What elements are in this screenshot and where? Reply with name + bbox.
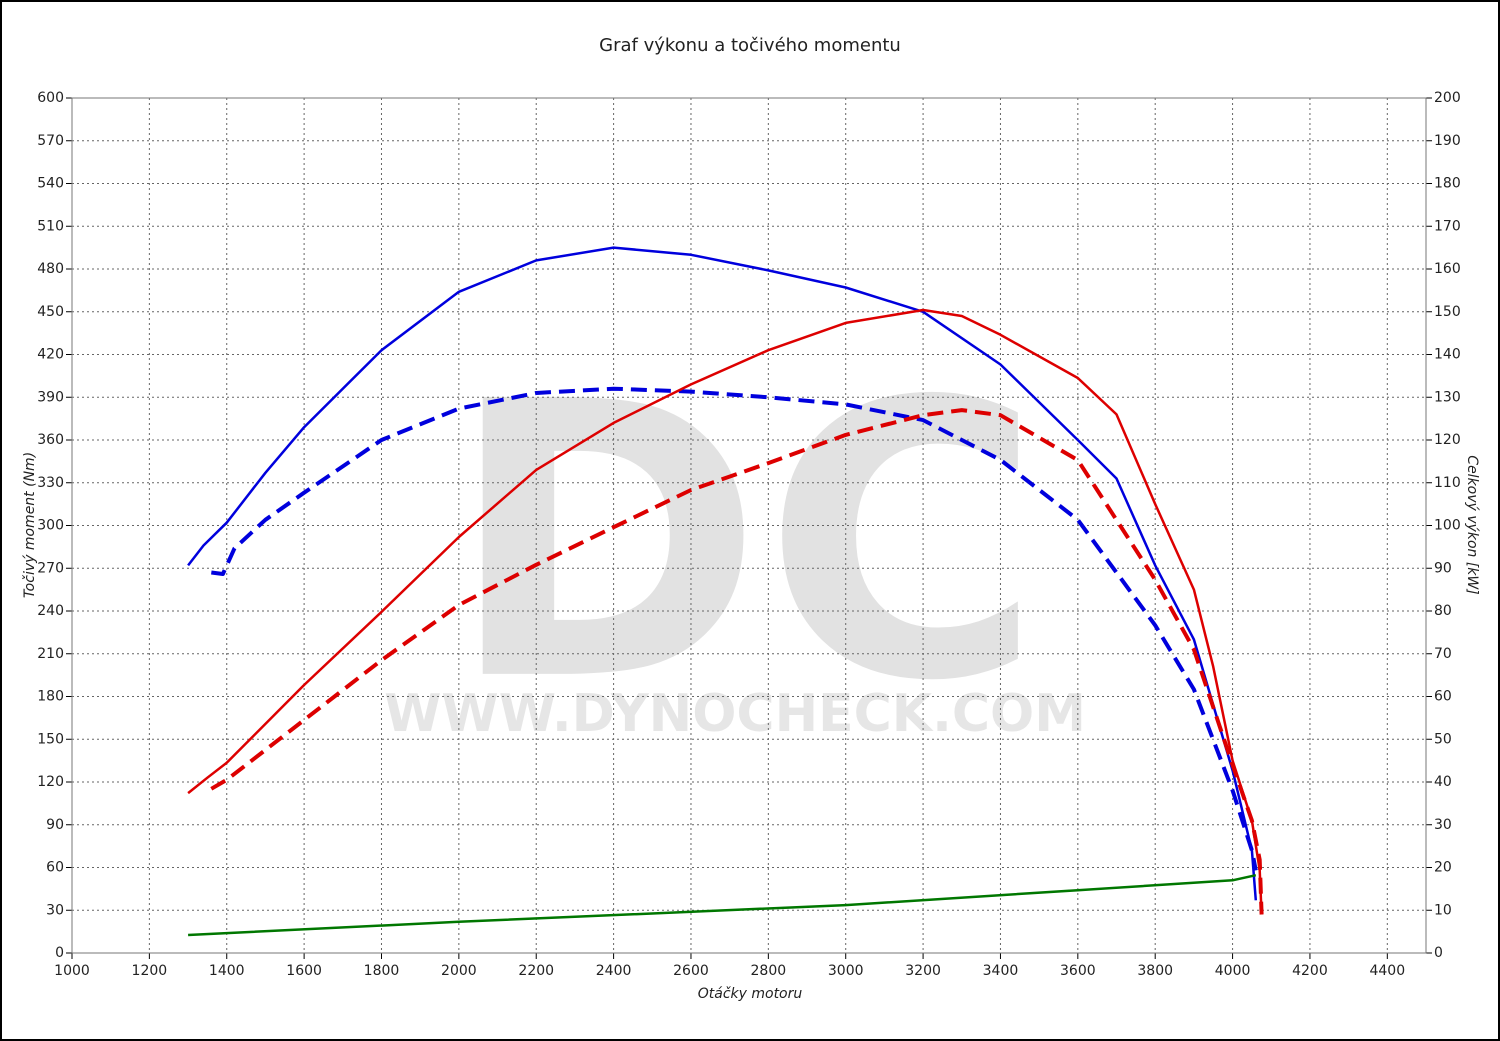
y2-tick-label: 20 bbox=[1434, 860, 1452, 876]
y2-tick-label: 70 bbox=[1434, 646, 1452, 662]
y2-tick-label: 150 bbox=[1434, 304, 1461, 320]
chart-title: Graf výkonu a točivého momentu bbox=[599, 35, 901, 56]
x-tick-label: 3200 bbox=[905, 963, 941, 979]
y-tick-label: 330 bbox=[37, 475, 64, 491]
y2-tick-label: 120 bbox=[1434, 432, 1461, 448]
x-tick-label: 3600 bbox=[1060, 963, 1096, 979]
line-series bbox=[188, 873, 1257, 937]
y-tick-label: 90 bbox=[46, 817, 64, 833]
y2-tick-label: 30 bbox=[1434, 817, 1452, 833]
y-tick-label: 150 bbox=[37, 731, 64, 747]
y2-axis-label: Celkový výkon [kW] bbox=[1464, 455, 1480, 594]
x-tick-label: 2400 bbox=[596, 963, 632, 979]
y2-tick-label: 60 bbox=[1434, 689, 1452, 705]
x-tick-label: 3400 bbox=[983, 963, 1019, 979]
y2-tick-label: 170 bbox=[1434, 218, 1461, 234]
y-tick-label: 420 bbox=[37, 347, 64, 363]
x-tick-label: 1400 bbox=[209, 963, 245, 979]
y-tick-label: 0 bbox=[55, 945, 64, 961]
x-tick-label: 1200 bbox=[132, 963, 168, 979]
y-tick-label: 390 bbox=[37, 389, 64, 405]
y2-tick-label: 90 bbox=[1434, 560, 1452, 576]
y-tick-label: 480 bbox=[37, 261, 64, 277]
plot-frame bbox=[71, 97, 1427, 954]
x-tick-label: 2600 bbox=[673, 963, 709, 979]
y-tick-label: 300 bbox=[37, 518, 64, 534]
line-series bbox=[187, 246, 1258, 901]
y2-tick-label: 50 bbox=[1434, 731, 1452, 747]
x-tick-label: 1600 bbox=[286, 963, 322, 979]
x-tick-label: 2200 bbox=[518, 963, 554, 979]
y-tick-label: 540 bbox=[37, 176, 64, 192]
y-tick-label: 600 bbox=[37, 90, 64, 106]
line-series bbox=[187, 308, 1263, 915]
y2-tick-label: 190 bbox=[1434, 133, 1461, 149]
y2-tick-label: 130 bbox=[1434, 389, 1461, 405]
y2-tick-label: 180 bbox=[1434, 176, 1461, 192]
y2-tick-label: 100 bbox=[1434, 518, 1461, 534]
y2-tick-label: 80 bbox=[1434, 603, 1452, 619]
y2-tick-label: 160 bbox=[1434, 261, 1461, 277]
y-tick-label: 240 bbox=[37, 603, 64, 619]
watermark-logo: DC bbox=[448, 321, 1042, 764]
x-tick-label: 2800 bbox=[751, 963, 787, 979]
x-tick-label: 3000 bbox=[828, 963, 864, 979]
y2-tick-label: 0 bbox=[1434, 945, 1443, 961]
x-tick-label: 1800 bbox=[364, 963, 400, 979]
y-tick-label: 120 bbox=[37, 774, 64, 790]
y2-tick-label: 40 bbox=[1434, 774, 1452, 790]
y-tick-label: 450 bbox=[37, 304, 64, 320]
y-tick-label: 510 bbox=[37, 218, 64, 234]
y-axis-label: Točivý moment (Nm) bbox=[22, 452, 38, 598]
x-tick-label: 2000 bbox=[441, 963, 477, 979]
y-tick-label: 360 bbox=[37, 432, 64, 448]
x-tick-label: 4400 bbox=[1369, 963, 1405, 979]
x-tick-label: 4200 bbox=[1292, 963, 1328, 979]
line-series bbox=[210, 408, 1264, 915]
y2-tick-label: 10 bbox=[1434, 902, 1452, 918]
y-tick-label: 570 bbox=[37, 133, 64, 149]
x-tick-label: 3800 bbox=[1137, 963, 1173, 979]
x-axis-label: Otáčky motoru bbox=[698, 986, 803, 1002]
line-series bbox=[211, 386, 1258, 871]
y-tick-label: 30 bbox=[46, 902, 64, 918]
watermark-url: WWW.DYNOCHECK.COM bbox=[384, 684, 1086, 744]
y-tick-label: 210 bbox=[37, 646, 64, 662]
y-tick-label: 180 bbox=[37, 689, 64, 705]
y-tick-label: 60 bbox=[46, 860, 64, 876]
y2-tick-label: 140 bbox=[1434, 347, 1461, 363]
y2-tick-label: 200 bbox=[1434, 90, 1461, 106]
x-tick-label: 1000 bbox=[54, 963, 90, 979]
y2-tick-label: 110 bbox=[1434, 475, 1461, 491]
y-tick-label: 270 bbox=[37, 560, 64, 576]
x-tick-label: 4000 bbox=[1215, 963, 1251, 979]
